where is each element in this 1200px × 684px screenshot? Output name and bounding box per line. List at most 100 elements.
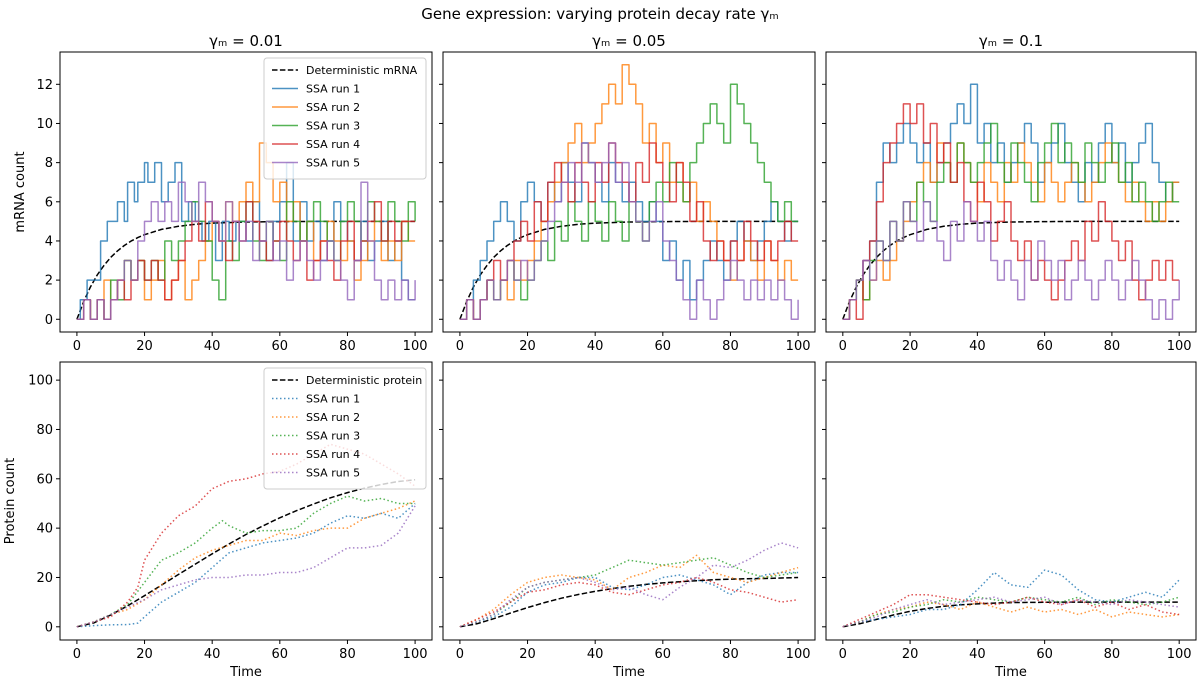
x-tick-label: 40 xyxy=(204,339,221,354)
y-axis-label: Protein count xyxy=(3,458,18,544)
x-tick-label: 100 xyxy=(403,647,428,662)
legend-label: SSA run 4 xyxy=(306,138,360,151)
legend-label: Deterministic mRNA xyxy=(306,64,418,77)
subplot-6: 0 20 40 60 80 100 Time xyxy=(822,361,1197,680)
x-tick-label: 60 xyxy=(272,339,289,354)
legend-box xyxy=(263,367,427,490)
x-tick-label: 80 xyxy=(339,339,356,354)
x-tick-label: 20 xyxy=(519,647,536,662)
series-group xyxy=(459,63,799,321)
series-group xyxy=(842,83,1180,321)
x-tick-label: 80 xyxy=(722,339,739,354)
y-tick-label: 0 xyxy=(45,313,53,328)
series-line-ssa-run-5 xyxy=(76,505,416,628)
x-tick-label: 60 xyxy=(655,339,672,354)
x-tick-label: 100 xyxy=(1167,647,1192,662)
x-tick-label: 20 xyxy=(519,339,536,354)
y-tick-label: 12 xyxy=(36,78,53,93)
series-line-ssa-run-2 xyxy=(842,601,1180,628)
y-tick-label: 80 xyxy=(36,423,53,438)
legend-label: SSA run 1 xyxy=(306,83,360,96)
series-line-ssa-run-5 xyxy=(842,201,1180,321)
legend-label: SSA run 1 xyxy=(306,393,360,406)
legend-label: SSA run 4 xyxy=(306,448,360,461)
x-tick-label: 100 xyxy=(786,647,811,662)
series-line-deterministic xyxy=(459,576,799,628)
y-tick-label: 10 xyxy=(36,117,53,132)
x-tick-label: 100 xyxy=(786,339,811,354)
series-group xyxy=(842,569,1180,628)
subplot-4: 0 20 40 60 80 100 0 20 40 60 80 100 Time Protein coun… xyxy=(3,361,433,680)
x-tick-label: 20 xyxy=(136,339,153,354)
series-line-ssa-run-3 xyxy=(459,556,799,628)
axes-frame xyxy=(442,51,816,333)
y-tick-label: 6 xyxy=(45,195,53,210)
x-tick-label: 0 xyxy=(839,339,847,354)
legend-box xyxy=(263,57,427,180)
x-tick-label: 80 xyxy=(1104,647,1121,662)
x-tick-label: 80 xyxy=(339,647,356,662)
x-tick-label: 60 xyxy=(1036,339,1053,354)
figure-title: Gene expression: varying protein decay r… xyxy=(421,5,779,23)
series-group xyxy=(76,142,416,321)
x-tick-label: 20 xyxy=(902,647,919,662)
x-tick-label: 40 xyxy=(969,339,986,354)
y-tick-label: 20 xyxy=(36,571,53,586)
y-axis-label: mRNA count xyxy=(13,151,28,232)
y-tick-label: 60 xyxy=(36,472,53,487)
subplot-title: γₘ = 0.01 xyxy=(209,32,283,50)
legend-label: SSA run 5 xyxy=(306,467,360,480)
x-axis-label: Time xyxy=(612,665,645,680)
legend-label: SSA run 3 xyxy=(306,120,360,133)
legend-label: Deterministic protein xyxy=(306,374,422,387)
y-tick-label: 4 xyxy=(45,234,53,249)
axes-frame xyxy=(442,361,816,641)
series-line-ssa-run-4 xyxy=(842,103,1180,321)
legend-label: SSA run 2 xyxy=(306,101,360,114)
y-tick-label: 0 xyxy=(45,620,53,635)
subplot-3: γₘ = 0.1 0 20 40 60 80 100 xyxy=(822,32,1197,354)
x-tick-label: 40 xyxy=(587,339,604,354)
x-tick-label: 0 xyxy=(456,339,464,354)
x-tick-label: 20 xyxy=(902,339,919,354)
axes-frame xyxy=(825,51,1197,333)
series-group xyxy=(459,542,799,628)
series-line-deterministic xyxy=(842,220,1180,320)
x-tick-label: 100 xyxy=(1167,339,1192,354)
series-line-deterministic xyxy=(76,479,416,628)
subplot-1: γₘ = 0.01 0 20 40 60 80 100 0 2 4 6 8 10 12 mRNA count… xyxy=(13,32,433,354)
x-tick-label: 0 xyxy=(839,647,847,662)
axes-frame xyxy=(825,361,1197,641)
legend: Deterministic protein SSA run 1 SSA run 2 S… xyxy=(263,367,427,490)
y-tick-label: 2 xyxy=(45,274,53,289)
x-tick-label: 40 xyxy=(587,647,604,662)
legend-label: SSA run 2 xyxy=(306,411,360,424)
x-tick-label: 60 xyxy=(1036,647,1053,662)
y-tick-label: 8 xyxy=(45,156,53,171)
x-tick-label: 0 xyxy=(73,339,81,354)
x-tick-label: 0 xyxy=(456,647,464,662)
axes-frame xyxy=(59,361,433,641)
series-line-ssa-run-4 xyxy=(842,593,1180,628)
x-tick-label: 100 xyxy=(403,339,428,354)
series-group xyxy=(76,443,416,628)
y-tick-label: 40 xyxy=(36,522,53,537)
subplot-5: 0 20 40 60 80 100 Time xyxy=(439,361,816,680)
series-line-ssa-run-5 xyxy=(76,181,416,321)
series-line-ssa-run-1 xyxy=(842,569,1180,628)
x-axis-label: Time xyxy=(229,665,262,680)
legend-label: SSA run 5 xyxy=(306,157,360,170)
subplot-2: γₘ = 0.05 0 20 40 60 80 100 xyxy=(439,32,816,354)
legend: Deterministic mRNA SSA run 1 SSA run 2 SSA … xyxy=(263,57,427,180)
x-tick-label: 60 xyxy=(655,647,672,662)
legend-label: SSA run 3 xyxy=(306,430,360,443)
series-line-ssa-run-4 xyxy=(459,576,799,628)
x-tick-label: 80 xyxy=(1104,339,1121,354)
series-line-ssa-run-2 xyxy=(76,500,416,628)
subplot-title: γₘ = 0.05 xyxy=(592,32,666,50)
x-tick-label: 20 xyxy=(136,647,153,662)
axes-frame xyxy=(59,51,433,333)
y-tick-label: 100 xyxy=(28,374,53,389)
